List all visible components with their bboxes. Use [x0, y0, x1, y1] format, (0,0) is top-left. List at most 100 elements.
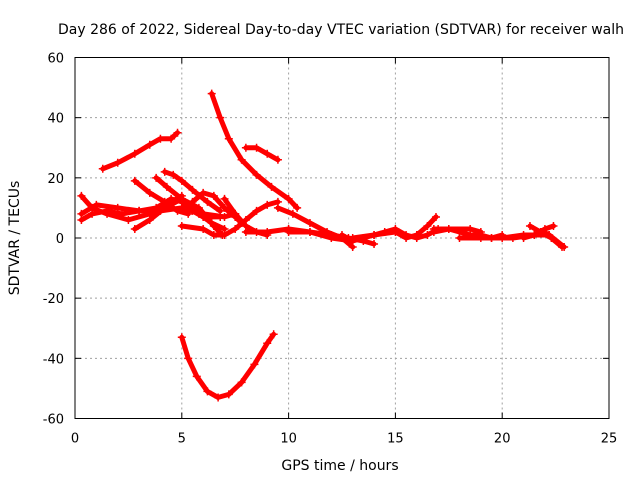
y-tick-label: -40	[43, 352, 64, 367]
data-point	[487, 234, 496, 242]
data-point	[220, 230, 229, 239]
x-tick-label: 5	[178, 432, 186, 447]
data-point	[113, 158, 122, 167]
data-point	[220, 212, 229, 221]
data-point	[305, 218, 314, 227]
data-point	[263, 339, 272, 348]
data-point	[98, 164, 107, 173]
data-point	[305, 227, 314, 236]
data-point	[237, 155, 246, 164]
series-line	[527, 223, 565, 250]
series-line	[521, 223, 556, 241]
series-arc-11	[160, 167, 225, 215]
data-point	[145, 188, 154, 197]
data-point	[284, 227, 293, 236]
data-point	[412, 230, 421, 239]
data-point	[77, 191, 86, 200]
data-point	[145, 215, 154, 224]
series-arc-12	[177, 197, 282, 239]
data-point	[124, 215, 133, 224]
data-point	[145, 140, 154, 149]
data-point	[188, 185, 197, 194]
data-point	[167, 134, 176, 143]
data-point	[508, 234, 517, 242]
x-tick-label: 25	[601, 432, 618, 447]
series-arc-4	[177, 330, 278, 402]
chart-title: Day 286 of 2022, Sidereal Day-to-day VTE…	[58, 22, 624, 38]
data-point	[194, 209, 203, 218]
data-point	[224, 390, 233, 399]
data-point	[209, 230, 218, 239]
x-tick-label: 20	[494, 432, 511, 447]
data-point	[391, 227, 400, 236]
data-point	[429, 227, 438, 236]
data-point	[156, 134, 165, 143]
data-point	[130, 149, 139, 158]
y-tick-label: -60	[43, 413, 64, 428]
data-point	[549, 221, 558, 230]
data-point	[263, 149, 272, 158]
x-axis-label: GPS time / hours	[281, 458, 398, 474]
data-point	[173, 128, 182, 137]
data-point	[241, 227, 250, 236]
data-point	[135, 206, 144, 215]
data-point	[113, 203, 122, 212]
data-point	[252, 206, 261, 215]
y-tick-label: 40	[47, 112, 64, 127]
data-point	[250, 360, 259, 369]
data-point	[231, 209, 240, 218]
data-point	[558, 243, 567, 252]
series-arc-25	[519, 221, 558, 242]
series-arc-9	[130, 176, 193, 218]
data-point	[547, 234, 556, 242]
data-point	[423, 221, 432, 230]
series-line	[153, 175, 227, 232]
data-point	[444, 224, 453, 233]
data-point	[199, 224, 208, 233]
data-point	[160, 167, 169, 176]
data-point	[273, 203, 282, 212]
data-point	[220, 194, 229, 203]
data-point	[348, 234, 357, 242]
data-point	[162, 182, 171, 191]
data-point	[540, 224, 549, 233]
series-arc-2	[207, 89, 302, 212]
data-point	[152, 173, 161, 182]
data-point	[466, 224, 475, 233]
plot-frame	[74, 57, 610, 419]
y-tick-label: 20	[47, 172, 64, 187]
series-line	[243, 145, 281, 163]
series-arc-19	[348, 212, 440, 242]
data-point	[224, 134, 233, 143]
data-point	[203, 387, 212, 396]
data-point	[530, 230, 539, 239]
data-point	[88, 203, 97, 212]
series-group	[77, 89, 569, 402]
data-point	[173, 206, 182, 215]
series-arc-3	[241, 143, 282, 164]
data-point	[216, 206, 225, 215]
data-point	[476, 234, 485, 242]
y-axis-label: SDTVAR / TECUs	[7, 181, 23, 296]
data-point	[130, 176, 139, 185]
y-tick-label: -20	[43, 292, 64, 307]
data-point	[525, 221, 534, 230]
data-point	[252, 143, 261, 152]
data-point	[199, 188, 208, 197]
data-point	[237, 378, 246, 387]
data-point	[267, 182, 276, 191]
data-point	[192, 372, 201, 381]
data-point	[269, 330, 278, 339]
data-point	[252, 170, 261, 179]
y-tick-label: 0	[56, 232, 64, 247]
data-point	[177, 194, 186, 203]
ticks: 0 5 10 15 20 25 -60 -40 -20 0 20 40 60	[43, 52, 618, 447]
data-point	[370, 230, 379, 239]
series-arc-21	[429, 224, 485, 236]
data-point	[370, 240, 379, 249]
data-point	[220, 203, 229, 212]
data-point	[184, 209, 193, 218]
data-point	[203, 197, 212, 206]
series-line	[209, 91, 300, 211]
data-point	[273, 155, 282, 164]
